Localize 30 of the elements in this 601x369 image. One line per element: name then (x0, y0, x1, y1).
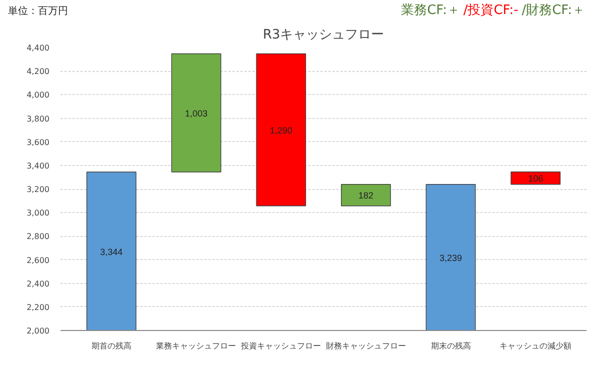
data-label: 182 (358, 190, 374, 201)
y-tick-label: 3,600 (26, 138, 50, 147)
y-tick-label: 2,200 (26, 302, 50, 312)
x-tick-label: 期首の残高 (91, 342, 132, 350)
x-tick-label: 投資キャッシュフロー (240, 342, 322, 350)
y-tick-label: 3,800 (26, 114, 50, 124)
data-label: 3,239 (439, 252, 462, 263)
y-tick-label: 4,400 (26, 44, 50, 52)
data-label: 3,344 (100, 246, 123, 257)
data-label: 1,003 (184, 108, 208, 118)
text: /財務CF:＋ (522, 3, 585, 18)
y-tick-label: 4,200 (26, 67, 50, 76)
data-label: 106 (528, 174, 544, 184)
data-label: 1,290 (270, 125, 292, 136)
y-tick-label: 2,600 (26, 256, 50, 265)
text: /投資CF:- (463, 3, 518, 18)
y-tick-label: 3,200 (26, 185, 50, 194)
text: 単位：百万円 (8, 6, 68, 17)
text: 業務CF:＋ (401, 3, 460, 18)
x-tick-label: 財務キャッシュフロー (326, 342, 406, 350)
y-tick-label: 2,400 (26, 279, 50, 288)
y-tick-label: 2,000 (26, 326, 50, 336)
x-tick-label: 期末の残高 (430, 342, 471, 350)
chart-title: R3キャッシュフロー (262, 28, 384, 42)
x-tick-label: 業務キャッシュフロー (156, 342, 236, 350)
y-tick-label: 2,800 (26, 232, 50, 242)
y-tick-label: 3,400 (26, 161, 50, 170)
x-tick-label: キャッシュの減少額 (500, 342, 572, 350)
y-tick-label: 4,000 (26, 90, 50, 100)
y-tick-label: 3,000 (26, 208, 50, 218)
